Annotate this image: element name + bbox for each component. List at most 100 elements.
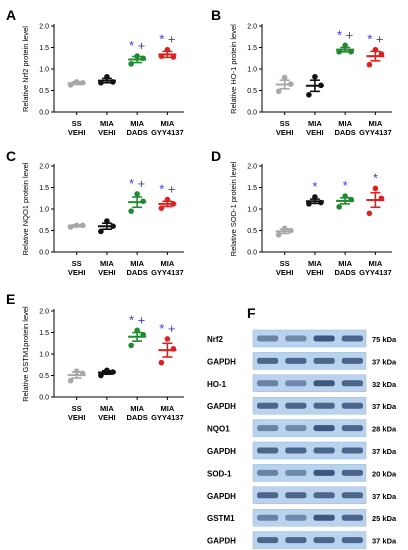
- blot-band: [257, 492, 279, 499]
- x-tick-label: VEHI: [306, 128, 324, 137]
- data-point: [287, 227, 294, 234]
- series-group: *: [336, 178, 355, 210]
- series-group: [67, 79, 86, 88]
- significance-mark: * +: [159, 182, 175, 197]
- data-point: [104, 218, 110, 224]
- data-point: [134, 53, 140, 59]
- blot-kda-label: 75 kDa: [372, 335, 397, 344]
- x-tick-label: GYY4137: [359, 268, 392, 277]
- blot-row-label: GAPDH: [207, 492, 236, 501]
- data-point: [104, 367, 110, 374]
- blot-band: [313, 447, 335, 454]
- x-tick-label: DADS: [335, 128, 356, 137]
- blot-band: [341, 425, 363, 432]
- y-tick-label: 0.0: [247, 250, 257, 257]
- data-point: [306, 201, 312, 207]
- y-tick-label: 0.0: [39, 110, 49, 117]
- data-point: [281, 225, 288, 232]
- panel-letter: A: [6, 7, 16, 23]
- blot-band: [313, 537, 335, 544]
- significance-mark: * +: [367, 32, 383, 47]
- data-point: [318, 199, 324, 206]
- data-point: [140, 331, 146, 338]
- blot-strip: [252, 464, 367, 482]
- blot-strip: [252, 419, 367, 437]
- blot-band: [341, 469, 363, 476]
- data-point: [366, 61, 373, 68]
- data-point: [312, 73, 318, 80]
- x-tick-label: MIA: [160, 259, 174, 268]
- blot-band: [257, 447, 279, 454]
- series-group: [97, 218, 116, 235]
- data-point: [158, 205, 165, 211]
- chart-panel-c: C 0.0 0.5 1.0 1.5 2.0 Relative NQO1 protein le…: [6, 148, 184, 277]
- data-point: [372, 46, 379, 53]
- x-tick-label: VEHI: [276, 268, 294, 277]
- blot-band: [341, 335, 363, 342]
- blot-band: [313, 492, 335, 499]
- x-tick-label: SS: [280, 259, 290, 268]
- significance-mark: * +: [129, 312, 145, 327]
- blot-band: [341, 357, 363, 364]
- y-tick-label: 0.5: [39, 88, 49, 95]
- blot-band: [257, 537, 279, 544]
- x-tick-label: VEHI: [68, 128, 86, 137]
- blot-row-label: GAPDH: [207, 357, 236, 366]
- data-point: [342, 42, 348, 49]
- significance-mark: * +: [159, 32, 175, 47]
- blot-row-label: Nrf2: [207, 335, 224, 344]
- blot-band: [285, 425, 307, 432]
- x-tick-label: MIA: [368, 259, 382, 268]
- panel-letter: C: [6, 148, 16, 164]
- x-tick-label: SS: [72, 119, 82, 128]
- data-point: [348, 49, 354, 55]
- significance-mark: *: [312, 179, 317, 194]
- blot-strip: [252, 441, 367, 460]
- blot-strip: [252, 396, 367, 415]
- blot-strip: [252, 508, 367, 527]
- y-tick-label: 1.0: [39, 352, 49, 359]
- data-point: [164, 196, 171, 203]
- y-axis-label: Relative Nrf2 protein level: [21, 26, 30, 112]
- data-point: [275, 88, 282, 95]
- blot-band: [313, 469, 335, 476]
- blot-strip: [252, 531, 367, 549]
- significance-mark: *: [343, 178, 348, 193]
- significance-mark: * +: [129, 38, 145, 53]
- y-tick-label: 0.5: [39, 373, 49, 380]
- y-axis-label: Relative NQO1 protein level: [21, 162, 30, 255]
- blot-band: [341, 492, 363, 499]
- series-group: * +: [336, 27, 355, 55]
- significance-mark: * +: [337, 27, 353, 42]
- blot-kda-label: 37 kDa: [372, 402, 397, 411]
- x-tick-label: VEHI: [306, 268, 324, 277]
- x-tick-label: DADS: [127, 268, 148, 277]
- x-tick-label: MIA: [100, 404, 114, 413]
- blot-band: [257, 357, 279, 364]
- data-point: [158, 53, 165, 59]
- y-tick-label: 2.0: [39, 309, 49, 316]
- x-tick-label: MIA: [130, 119, 144, 128]
- blot-row-label: HO-1: [207, 380, 227, 389]
- data-point: [79, 222, 86, 229]
- data-point: [158, 359, 165, 366]
- blot-band: [341, 514, 363, 521]
- data-point: [67, 224, 74, 230]
- x-tick-label: MIA: [130, 404, 144, 413]
- y-axis-label: Relative HO-1 protein level: [229, 24, 238, 114]
- x-tick-label: VEHI: [68, 413, 86, 422]
- blot-band: [341, 537, 363, 544]
- blot-band: [313, 425, 335, 432]
- blot-kda-label: 37 kDa: [372, 447, 397, 456]
- blot-row-label: NQO1: [207, 425, 230, 434]
- data-point: [342, 193, 348, 199]
- x-tick-label: GYY4137: [151, 128, 184, 137]
- significance-mark: * +: [159, 321, 175, 336]
- blot-band: [257, 469, 279, 476]
- series-group: [67, 368, 86, 384]
- y-tick-label: 0.0: [247, 110, 257, 117]
- data-point: [378, 195, 385, 202]
- data-point: [366, 210, 373, 217]
- y-axis-label: Relative GSTM1protein level: [21, 306, 30, 402]
